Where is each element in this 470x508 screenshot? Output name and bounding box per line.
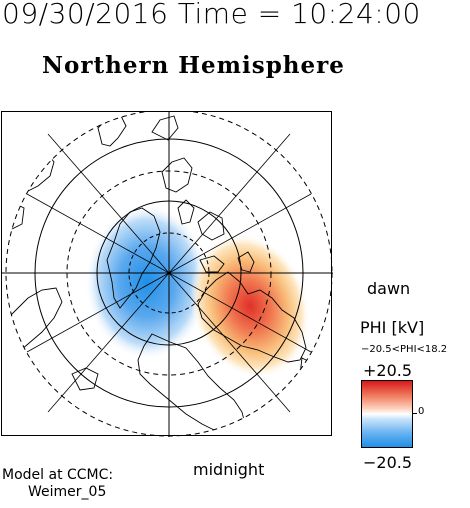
colorbar — [361, 380, 413, 448]
colorbar-zero-label: 0 — [418, 406, 425, 417]
colorbar-title: PHI [kV] — [360, 318, 425, 337]
negative-potential-cell — [85, 204, 209, 360]
hemisphere-title: Northern Hemisphere — [42, 52, 345, 79]
colorbar-max-label: +20.5 — [363, 361, 413, 380]
timestamp: 09/30/2016 Time = 10:24:00 — [2, 0, 421, 30]
midnight-label: midnight — [193, 460, 265, 479]
colorbar-range-text: −20.5<PHI<18.2 — [361, 344, 448, 355]
colorbar-min-label: −20.5 — [363, 453, 413, 472]
dawn-label: dawn — [367, 279, 411, 298]
polar-map-panel — [1, 111, 333, 437]
meridian-grid — [2, 112, 333, 437]
polar-map — [2, 112, 333, 437]
colorbar-zero-tick — [412, 413, 417, 414]
model-source-label: Model at CCMC: — [2, 467, 114, 483]
model-name-label: Weimer_05 — [28, 484, 107, 500]
